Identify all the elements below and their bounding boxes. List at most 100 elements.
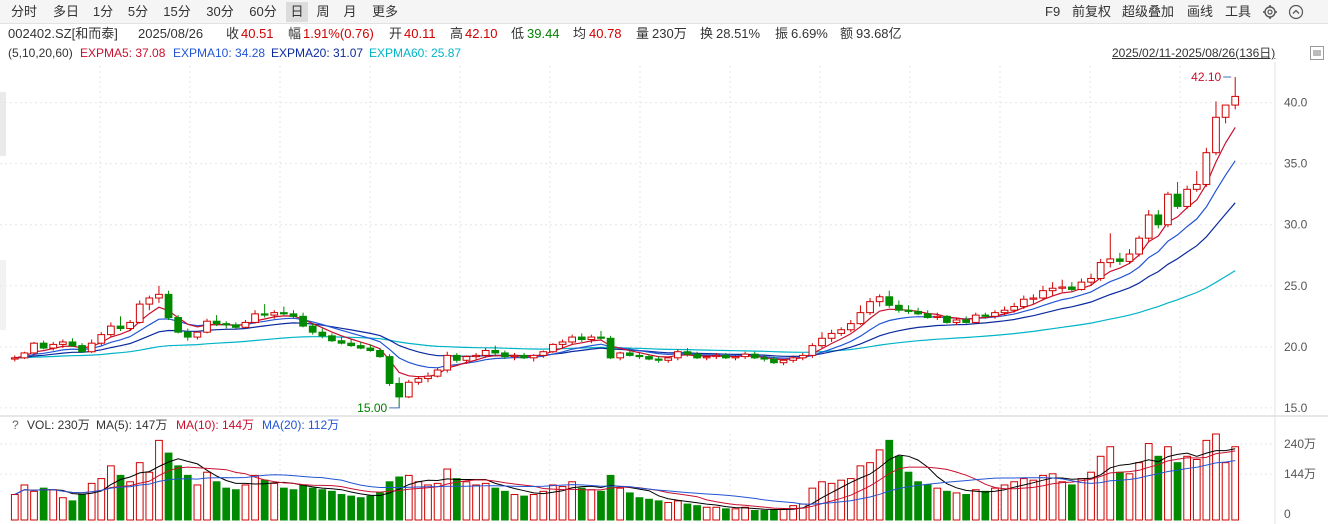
overlay-button[interactable]: 超级叠加 <box>1122 4 1175 19</box>
draw-line-button[interactable]: 画线 <box>1187 4 1214 19</box>
tab-30min[interactable]: 30分 <box>206 4 234 19</box>
volume-bar <box>1192 458 1201 521</box>
volume-bar <box>356 497 365 521</box>
date-range[interactable]: 2025/02/11-2025/08/26(136日) <box>1112 46 1276 60</box>
ma10-legend: EXPMA10: 34.28 <box>173 46 266 60</box>
candle-body <box>952 319 961 323</box>
candle-body <box>693 353 701 359</box>
candle-body <box>846 323 855 331</box>
candle-body <box>1039 290 1047 299</box>
vol-legend-value: VOL: 230万 <box>27 418 90 432</box>
candle-body <box>558 341 567 345</box>
volume-bar <box>529 494 538 521</box>
volume-bar <box>337 494 346 521</box>
volume-bar <box>991 487 999 521</box>
candle-body <box>635 354 644 358</box>
volume-bar <box>1087 471 1095 521</box>
help-icon[interactable]: ? <box>12 418 19 432</box>
candle-body <box>895 304 903 311</box>
volume-bar <box>126 481 134 521</box>
f9-button[interactable]: F9 <box>1045 4 1061 19</box>
volume-bar <box>846 478 855 521</box>
volume-bar <box>1077 478 1086 521</box>
candle-body <box>818 337 826 347</box>
tab-60min[interactable]: 60分 <box>249 4 277 19</box>
candle-body <box>760 357 769 360</box>
candle-body <box>212 320 221 325</box>
low-marker-line <box>389 403 400 409</box>
vol-ma10-line <box>14 450 1236 509</box>
candle-body <box>577 336 586 341</box>
candle-body <box>1135 237 1143 255</box>
volume-bar <box>779 508 788 521</box>
candle-body <box>837 329 846 334</box>
volume-bar <box>952 492 961 521</box>
tab-15min[interactable]: 15分 <box>163 4 191 19</box>
volume-bar <box>1135 462 1143 521</box>
volume-bar <box>481 482 490 521</box>
volume-bar <box>568 481 577 521</box>
volume-bar <box>376 492 384 521</box>
collapse-icon[interactable] <box>1288 4 1304 20</box>
candle-body <box>673 351 682 359</box>
candle-body <box>1106 258 1115 264</box>
candle-body <box>943 315 951 323</box>
candle-body <box>1125 253 1134 262</box>
change-value: 1.91%(0.76) <box>303 26 374 41</box>
high-marker-label: 42.10 <box>1191 70 1221 84</box>
candle-body <box>174 317 183 333</box>
tab-multi-day[interactable]: 多日 <box>52 4 79 19</box>
volume-bar <box>923 484 932 521</box>
tab-monthly[interactable]: 月 <box>343 4 357 19</box>
candle-body <box>1067 286 1076 290</box>
volume-bar <box>135 462 144 521</box>
tab-daily[interactable]: 日 <box>286 2 308 22</box>
left-side-strip <box>0 92 6 156</box>
settings-icon[interactable] <box>1262 4 1278 20</box>
volume-bar <box>260 479 269 521</box>
tools-button[interactable]: 工具 <box>1225 4 1252 19</box>
turnover-value: 28.51% <box>716 26 761 41</box>
tab-weekly[interactable]: 周 <box>316 4 330 19</box>
tab-1min[interactable]: 1分 <box>92 4 114 19</box>
volume-bar <box>962 494 970 521</box>
volume-bar <box>664 501 673 521</box>
volume-bar <box>885 439 894 521</box>
candle-body <box>1221 104 1230 118</box>
volume-bar <box>520 495 528 521</box>
candle-body <box>299 315 307 327</box>
price-axis: 15.0 20.0 25.0 30.0 35.0 40.0 240万 144万 0 <box>1284 96 1316 521</box>
volume-bar <box>1212 433 1220 521</box>
volume-bar <box>549 484 557 521</box>
volume-bar <box>318 489 327 521</box>
amplitude-label: 振 <box>775 26 789 41</box>
candle-body <box>1058 286 1067 289</box>
tab-5min[interactable]: 5分 <box>127 4 149 19</box>
wp-icon[interactable] <box>1310 46 1324 60</box>
candle-body <box>1010 306 1019 311</box>
low-label: 低 <box>511 26 525 41</box>
candle-body <box>1192 183 1201 190</box>
volume-bar <box>10 494 19 521</box>
adjust-mode-button[interactable]: 前复权 <box>1072 4 1112 19</box>
volume-bar <box>366 495 375 521</box>
tab-more[interactable]: 更多 <box>371 4 398 19</box>
ma60-legend: EXPMA60: 25.87 <box>369 46 462 60</box>
candle-body <box>770 358 778 364</box>
volume-bar <box>1029 479 1038 521</box>
volume-bar <box>693 505 701 521</box>
quote-date: 2025/08/26 <box>138 26 204 41</box>
volume-bar <box>20 484 29 521</box>
volume-bar <box>702 506 711 521</box>
volume-bar <box>116 474 125 521</box>
volume-bar <box>971 489 980 521</box>
candle-body <box>462 356 471 361</box>
candle-body <box>1173 193 1182 207</box>
tab-intraday[interactable]: 分时 <box>10 4 37 19</box>
candle-body <box>1183 188 1192 207</box>
volume-series <box>10 433 1240 521</box>
volume-bar <box>68 500 77 521</box>
volume-bar <box>616 487 625 521</box>
volume-bar <box>981 490 990 521</box>
